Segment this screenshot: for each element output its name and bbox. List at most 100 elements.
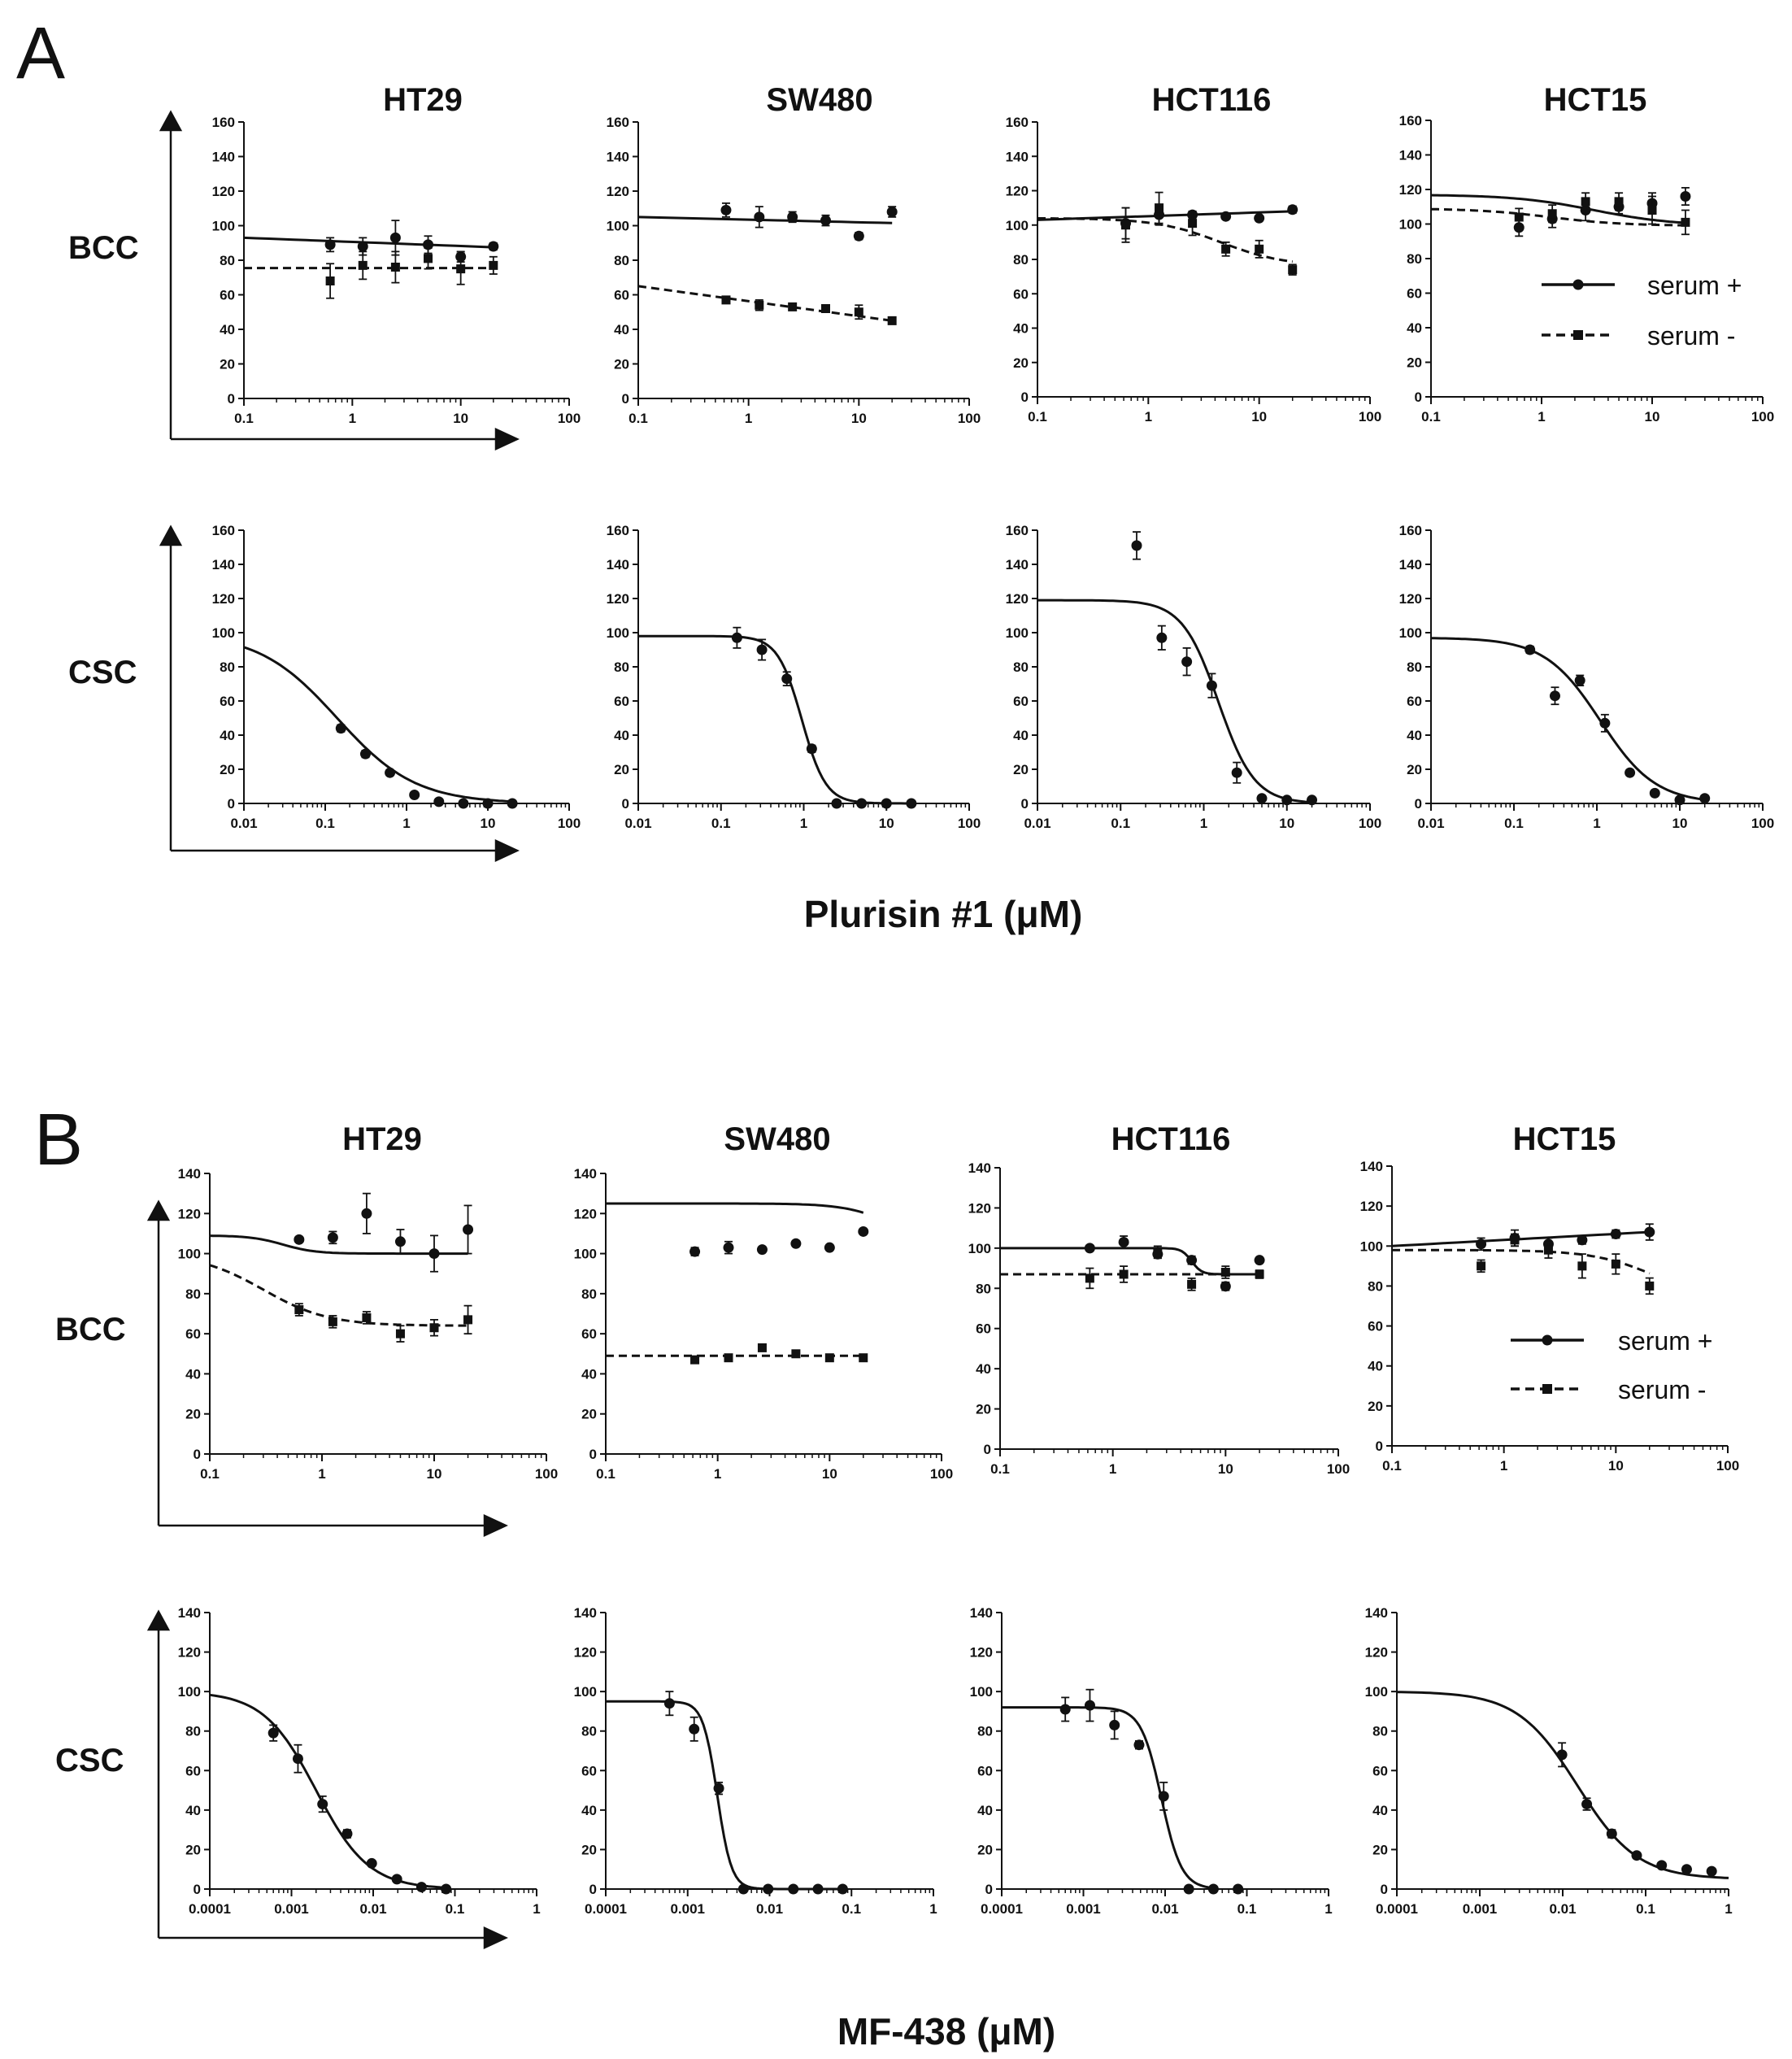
- data-point-circle: [1118, 1236, 1129, 1247]
- fit-curve-serum-minus: [209, 1264, 468, 1327]
- data-point-circle: [1574, 675, 1585, 686]
- y-tick-label: 20: [185, 1842, 201, 1857]
- x-tick-label: 1: [1109, 1461, 1116, 1477]
- y-tick-label: 20: [581, 1407, 597, 1422]
- y-tick-label: 120: [574, 1645, 597, 1661]
- y-tick-label: 40: [1407, 728, 1422, 743]
- data-point-square: [1119, 1269, 1129, 1279]
- data-point-circle: [1186, 1255, 1198, 1266]
- data-point-circle: [756, 1244, 768, 1256]
- y-tick-label: 140: [970, 1605, 993, 1621]
- data-point-square: [1645, 1281, 1655, 1291]
- y-tick-label: 60: [581, 1326, 597, 1342]
- data-point-square: [1085, 1273, 1094, 1283]
- y-tick-label: 160: [212, 115, 235, 130]
- x-tick-label: 0.01: [624, 816, 651, 831]
- plot-p0-bcc-1: 0 20 40 60 80 100 120 140 160 0.1 1 10 100: [607, 115, 981, 426]
- data-point-circle: [1644, 1226, 1655, 1238]
- plot-p1-bcc-2: 0 20 40 60 80 100 120 140 0.1 1 10 100: [968, 1160, 1351, 1477]
- data-point-circle: [1207, 1883, 1219, 1895]
- y-tick-label: 80: [581, 1286, 597, 1302]
- data-point-circle: [1476, 1238, 1487, 1250]
- plot-p1-csc-0: 0 20 40 60 80 100 120 140 0.0001 0.001 0.01 0.1 1: [178, 1605, 541, 1917]
- y-tick-label: 100: [607, 625, 629, 641]
- y-tick-label: 0: [622, 391, 629, 407]
- y-tick-label: 160: [607, 523, 629, 538]
- y-tick-label: 20: [614, 357, 629, 372]
- data-point-square: [1187, 1279, 1197, 1289]
- y-tick-label: 40: [185, 1366, 201, 1382]
- y-tick-label: 140: [1006, 557, 1029, 572]
- title-b-sw480: SW480: [724, 1121, 830, 1157]
- data-point-square: [1220, 1268, 1230, 1278]
- y-tick-label: 20: [614, 762, 629, 777]
- fit-curve: [1396, 1691, 1729, 1879]
- data-point-circle: [824, 1242, 835, 1253]
- data-point-circle: [1256, 793, 1268, 804]
- y-tick-label: 40: [1372, 1803, 1388, 1818]
- data-point-square: [1153, 1247, 1163, 1257]
- plot-p0-csc-0: 0 20 40 60 80 100 120 140 160 0.01 0.1 1 10 100: [212, 523, 581, 831]
- data-point-circle: [361, 1208, 372, 1219]
- data-point-circle: [1699, 793, 1711, 804]
- data-point-circle: [1084, 1243, 1095, 1254]
- data-point-circle: [385, 767, 396, 778]
- y-tick-label: 80: [614, 659, 629, 675]
- y-tick-label: 40: [614, 322, 629, 337]
- legend-a-marker-serum-minus: [1573, 330, 1583, 340]
- y-tick-label: 120: [1360, 1199, 1383, 1214]
- data-point-circle: [790, 1238, 802, 1249]
- fit-curve-serum-plus: [637, 215, 893, 224]
- data-point-circle: [1233, 1883, 1244, 1895]
- x-tick-label: 0.01: [1024, 816, 1050, 831]
- y-tick-label: 60: [976, 1321, 991, 1337]
- title-a-ht29: HT29: [383, 82, 463, 118]
- x-tick-label: 1: [1593, 816, 1600, 831]
- data-point-square: [1255, 1269, 1264, 1279]
- row-label-a-csc: CSC: [68, 655, 137, 690]
- row-label-b-csc: CSC: [55, 1743, 124, 1778]
- y-tick-label: 40: [220, 728, 235, 743]
- fit-curve-serum-minus: [637, 285, 893, 322]
- legend-b-label-serum-minus: serum -: [1618, 1375, 1706, 1404]
- plot-p1-csc-2: 0 20 40 60 80 100 120 140 0.0001 0.001 0.01 0.1 1: [970, 1605, 1333, 1917]
- x-tick-label: 0.0001: [189, 1901, 231, 1917]
- data-point-square: [1581, 197, 1590, 207]
- x-tick-label: 0.1: [1382, 1458, 1402, 1474]
- arrow-a-bcc-horizontal-head: [494, 428, 520, 451]
- data-point-square: [424, 254, 433, 263]
- data-point-circle: [906, 798, 917, 809]
- y-tick-label: 0: [228, 796, 235, 812]
- arrow-a-bcc-vertical-head: [159, 110, 183, 132]
- y-tick-label: 140: [574, 1605, 597, 1621]
- y-tick-label: 140: [1399, 557, 1422, 572]
- data-point-square: [1514, 212, 1524, 222]
- y-tick-label: 20: [1372, 1842, 1388, 1857]
- x-tick-label: 1: [533, 1901, 540, 1917]
- fit-curve: [209, 1693, 446, 1889]
- data-point-circle: [294, 1234, 305, 1245]
- data-point-square: [362, 1312, 372, 1322]
- x-tick-label: 10: [1645, 409, 1660, 424]
- x-tick-label: 0.001: [1463, 1901, 1498, 1917]
- y-tick-label: 0: [589, 1882, 597, 1897]
- data-point-circle: [1109, 1719, 1120, 1730]
- y-tick-label: 100: [178, 1684, 201, 1700]
- y-tick-label: 160: [1006, 523, 1029, 538]
- data-point-circle: [831, 798, 842, 809]
- y-tick-label: 40: [1368, 1359, 1383, 1374]
- data-point-circle: [317, 1799, 328, 1810]
- x-tick-label: 100: [1359, 409, 1381, 424]
- x-tick-label: 100: [930, 1466, 953, 1482]
- x-tick-label: 0.1: [1111, 816, 1130, 831]
- data-point-circle: [1220, 211, 1232, 222]
- y-tick-label: 100: [1399, 625, 1422, 641]
- y-tick-label: 160: [1399, 523, 1422, 538]
- x-tick-label: 100: [1716, 1458, 1739, 1474]
- x-tick-label: 1: [714, 1466, 721, 1482]
- data-point-circle: [812, 1883, 824, 1895]
- data-point-circle: [341, 1828, 353, 1839]
- y-tick-label: 20: [1407, 762, 1422, 777]
- plot-p1-bcc-0: 0 20 40 60 80 100 120 140 0.1 1 10 100: [178, 1166, 559, 1482]
- x-tick-label: 1: [1538, 409, 1545, 424]
